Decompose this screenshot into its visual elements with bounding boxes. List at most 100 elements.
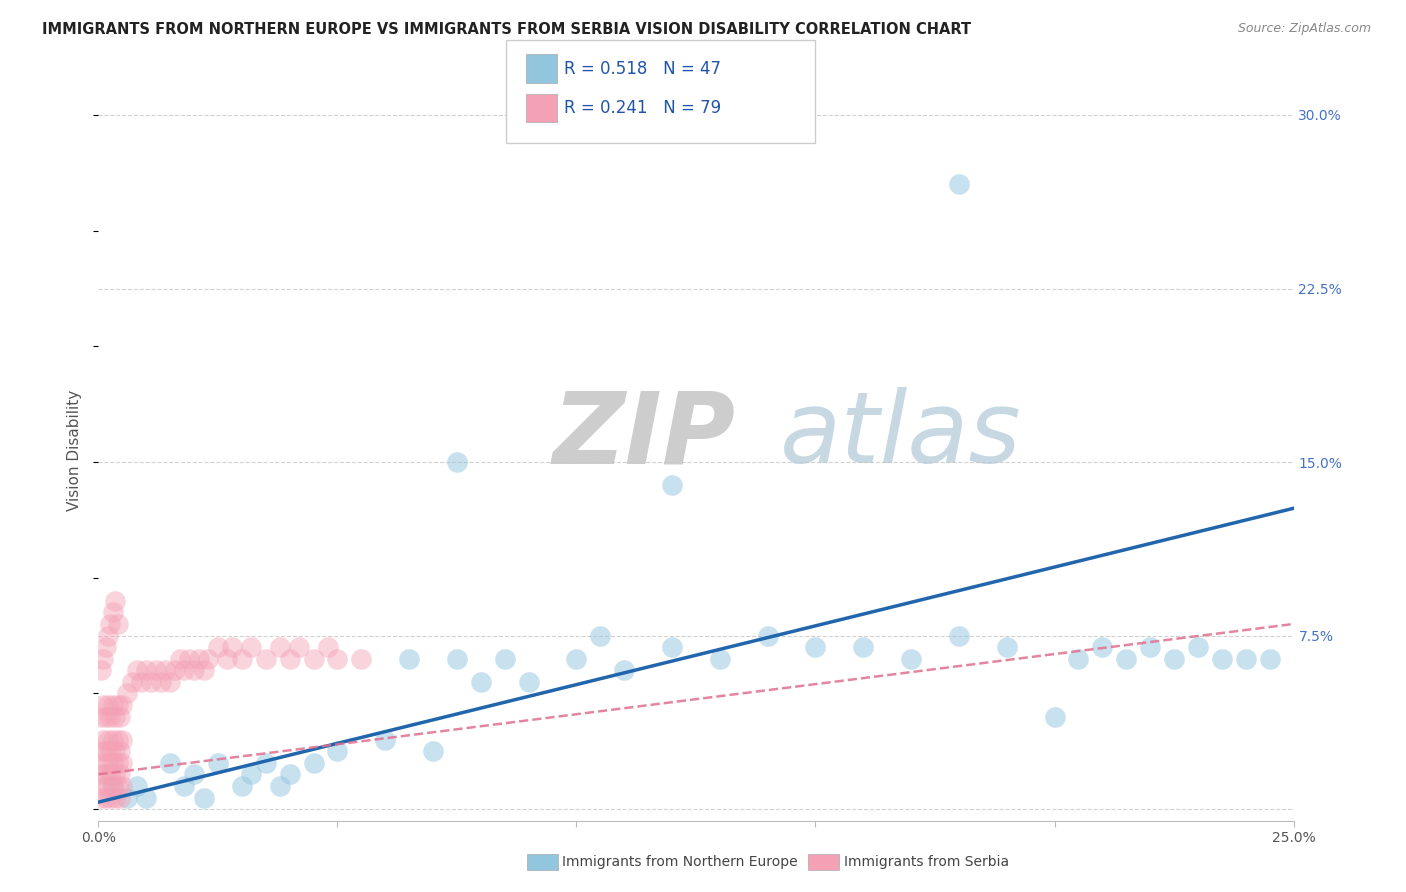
Point: [125, 663, 148, 677]
Point: [131, 674, 153, 689]
Point: [107, 756, 129, 770]
Text: Immigrants from Northern Europe: Immigrants from Northern Europe: [562, 855, 799, 869]
Text: IMMIGRANTS FROM NORTHERN EUROPE VS IMMIGRANTS FROM SERBIA VISION DISABILITY CORR: IMMIGRANTS FROM NORTHERN EUROPE VS IMMIG…: [42, 22, 972, 37]
Point: [115, 790, 138, 805]
Point: [139, 674, 162, 689]
Point: [422, 744, 444, 758]
Point: [91, 651, 114, 665]
Point: [613, 663, 636, 677]
Y-axis label: Vision Disability: Vision Disability: [67, 390, 83, 511]
Point: [101, 606, 124, 620]
Point: [121, 674, 143, 689]
Point: [183, 663, 205, 677]
Point: [269, 640, 291, 654]
Point: [104, 594, 127, 608]
Text: Source: ZipAtlas.com: Source: ZipAtlas.com: [1237, 22, 1371, 36]
Point: [169, 651, 191, 665]
Text: atlas: atlas: [779, 387, 1021, 484]
Point: [98, 767, 122, 781]
Point: [1163, 651, 1185, 665]
Point: [97, 698, 120, 712]
Point: [91, 756, 114, 770]
Point: [108, 767, 131, 781]
Point: [326, 744, 349, 758]
Point: [350, 651, 373, 665]
Point: [1139, 640, 1161, 654]
Point: [108, 744, 131, 758]
Point: [240, 640, 263, 654]
Point: [94, 744, 117, 758]
Point: [91, 698, 114, 712]
Point: [183, 767, 205, 781]
Point: [1234, 651, 1257, 665]
Text: Immigrants from Serbia: Immigrants from Serbia: [844, 855, 1008, 869]
Point: [97, 779, 120, 793]
Point: [446, 455, 468, 469]
Point: [98, 744, 122, 758]
Point: [135, 663, 157, 677]
Point: [90, 767, 112, 781]
Point: [948, 629, 970, 643]
Point: [1211, 651, 1233, 665]
Point: [125, 779, 148, 793]
Point: [1091, 640, 1114, 654]
Point: [108, 790, 131, 805]
Point: [91, 779, 114, 793]
Point: [494, 651, 516, 665]
Point: [517, 674, 540, 689]
Point: [111, 698, 134, 712]
Point: [1187, 640, 1209, 654]
Point: [107, 698, 129, 712]
Point: [302, 651, 325, 665]
Point: [90, 744, 112, 758]
Point: [278, 767, 301, 781]
Point: [101, 756, 124, 770]
Point: [90, 790, 112, 805]
Point: [94, 767, 117, 781]
Point: [193, 663, 215, 677]
Point: [269, 779, 291, 793]
Point: [97, 629, 120, 643]
Point: [254, 756, 277, 770]
Point: [101, 698, 124, 712]
Point: [104, 709, 127, 723]
Point: [207, 756, 229, 770]
Point: [470, 674, 492, 689]
Point: [254, 651, 277, 665]
Point: [173, 663, 195, 677]
Text: ZIP: ZIP: [553, 387, 735, 484]
Point: [104, 767, 127, 781]
Point: [159, 674, 181, 689]
Point: [1043, 709, 1066, 723]
Point: [374, 732, 396, 747]
Point: [111, 779, 134, 793]
Point: [159, 756, 181, 770]
Point: [709, 651, 731, 665]
Point: [179, 651, 201, 665]
Point: [101, 779, 124, 793]
Point: [111, 732, 134, 747]
Point: [804, 640, 827, 654]
Point: [115, 686, 138, 700]
Point: [221, 640, 243, 654]
Point: [94, 640, 117, 654]
Point: [187, 651, 209, 665]
Point: [207, 640, 229, 654]
Point: [240, 767, 263, 781]
Point: [145, 663, 167, 677]
Point: [98, 790, 122, 805]
Point: [278, 651, 301, 665]
Point: [197, 651, 219, 665]
Point: [97, 732, 120, 747]
Point: [231, 651, 253, 665]
Point: [589, 629, 612, 643]
Point: [217, 651, 239, 665]
Point: [90, 709, 112, 723]
Point: [288, 640, 311, 654]
Point: [91, 732, 114, 747]
Point: [565, 651, 588, 665]
Point: [852, 640, 875, 654]
Point: [107, 779, 129, 793]
Point: [135, 790, 157, 805]
Point: [98, 617, 122, 632]
